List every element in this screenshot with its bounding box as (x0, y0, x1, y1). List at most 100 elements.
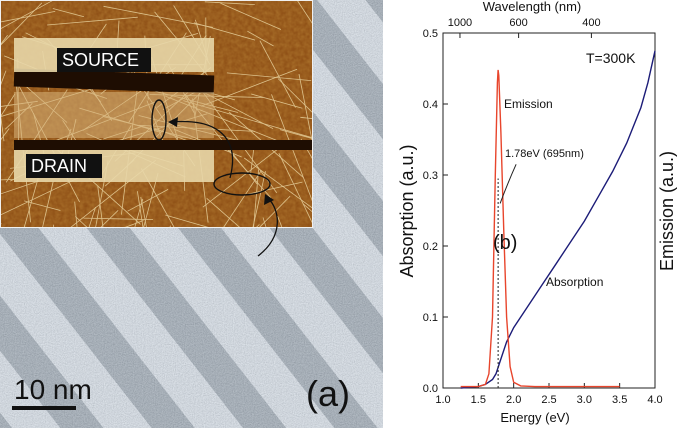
nanotube-strand (226, 72, 312, 81)
nanotube-strand (140, 168, 175, 228)
top-tick-label: 1000 (448, 17, 472, 29)
absorption-label: Absorption (546, 275, 603, 289)
nanotube-strand (0, 174, 85, 216)
top-tick-label: 400 (582, 17, 600, 29)
x-tick-label: 3.5 (612, 394, 627, 406)
nanotube-strand (247, 30, 274, 47)
nanotube-strand (206, 197, 242, 228)
source-electrode (13, 68, 215, 94)
y-tick-label: 0.4 (423, 99, 438, 111)
nanotube-strand (23, 164, 43, 228)
nanotube-strand (103, 5, 214, 28)
top-axis-title: Wavelength (nm) (483, 0, 582, 14)
nanotube-strand (302, 203, 313, 213)
x-tick-label: 2.5 (541, 394, 556, 406)
gap-region (14, 92, 214, 138)
x-tick-label: 4.0 (647, 394, 662, 406)
nanotube-strand (83, 217, 154, 220)
afm-inset-border (0, 0, 313, 228)
scale-bar (12, 406, 76, 410)
peak-annotation-marks (497, 164, 517, 388)
nanotube-strand (0, 180, 40, 195)
nanotube-strand (127, 189, 169, 212)
peak-annotation-text: 1.78eV (695nm) (505, 148, 584, 160)
nanotube-strand (0, 93, 16, 119)
y-tick-label: 0.2 (423, 241, 438, 253)
x-axis-title: Energy (eV) (500, 410, 569, 425)
plot-frame (442, 32, 656, 389)
nanotube-strand (137, 191, 144, 228)
emission-line (460, 69, 620, 388)
top-axis-ticks: 1000 600 400 (448, 17, 601, 38)
panel-b-label: (b) (493, 232, 517, 254)
x-tick-label: 3.0 (577, 394, 592, 406)
nanotube-strand (202, 140, 289, 208)
nanotube-strand (140, 196, 148, 228)
temperature-label: T=300K (586, 50, 636, 66)
nanotube-strand (0, 70, 7, 88)
nanotube-strand (296, 0, 313, 26)
nanotube-strand (259, 40, 296, 108)
nanotube-strand (74, 201, 78, 228)
nanotube-strand (200, 68, 298, 107)
nanotube-strand (47, 16, 138, 26)
source-label: SOURCE (62, 50, 139, 70)
nanotube-strand (24, 200, 61, 211)
peak-leader-line (499, 164, 517, 204)
nanotube-strand (134, 198, 144, 228)
nanotube-strand (204, 1, 255, 5)
nanotube-strand (193, 22, 256, 41)
nanotube-ellipse-small (151, 99, 167, 141)
panel-a: SOURCE DRAIN 10 nm (a) (0, 0, 383, 428)
nanotube-strand (88, 206, 96, 228)
nanotube-strand (97, 186, 104, 228)
y-tick-label: 0.3 (423, 170, 438, 182)
arrow-curve-upper (171, 120, 234, 179)
nanotube-strand (258, 195, 291, 228)
nanotube-strand (253, 169, 259, 228)
nanotube-strand (277, 78, 313, 114)
y-tick-label: 0.5 (423, 28, 438, 40)
afm-inset (0, 0, 313, 228)
top-tick-label: 600 (509, 17, 527, 29)
nanotube-strand (279, 129, 313, 140)
nanotube-strand (222, 170, 262, 228)
nanotube-strand (52, 8, 85, 18)
y-tick-label: 0.0 (423, 383, 438, 395)
panel-b: 1.0 1.5 2.0 2.5 3.0 3.5 4.0 0.0 0.1 0.2 0.3 0.4 0.5… (397, 0, 677, 425)
drain-label-box (26, 154, 102, 178)
arrow-curve-lower (257, 197, 278, 257)
nanotube-strand (165, 214, 212, 228)
x-tick-label: 1.5 (471, 394, 486, 406)
arrow-head-lower (264, 194, 274, 205)
nanotube-ellipse-large (213, 172, 271, 196)
y-axis-ticks: 0.0 0.1 0.2 0.3 0.4 0.5 (423, 28, 448, 395)
series-lines (460, 50, 656, 389)
nanotube-strand (0, 2, 43, 47)
drain-label: DRAIN (31, 156, 87, 176)
x-axis-ticks: 1.0 1.5 2.0 2.5 3.0 3.5 4.0 (435, 383, 663, 406)
nanotube-strand (0, 179, 14, 181)
scale-bar-label: 10 nm (14, 374, 92, 405)
x-tick-label: 2.0 (506, 394, 521, 406)
nanotube-strand (122, 220, 144, 228)
emission-label: Emission (504, 97, 553, 111)
nanotube-strand (278, 153, 313, 226)
absorption-line (460, 50, 656, 389)
y-axis-title-right: Emission (a.u.) (657, 151, 677, 271)
y-tick-label: 0.1 (423, 312, 438, 324)
y-axis-title-left: Absorption (a.u.) (397, 144, 417, 277)
drain-electrode (14, 140, 313, 150)
nanotube-strand (0, 11, 56, 23)
nanotube-strand (0, 0, 53, 30)
source-label-box (57, 48, 151, 72)
nanotube-strand (248, 181, 303, 195)
arrow-head-upper (168, 117, 178, 127)
nanotube-strand (251, 93, 303, 109)
nanotube-strand (143, 172, 159, 228)
x-tick-label: 1.0 (435, 394, 450, 406)
nanotube-strand (243, 157, 313, 209)
nanotube-strand (220, 2, 282, 30)
panel-a-label: (a) (306, 373, 350, 414)
